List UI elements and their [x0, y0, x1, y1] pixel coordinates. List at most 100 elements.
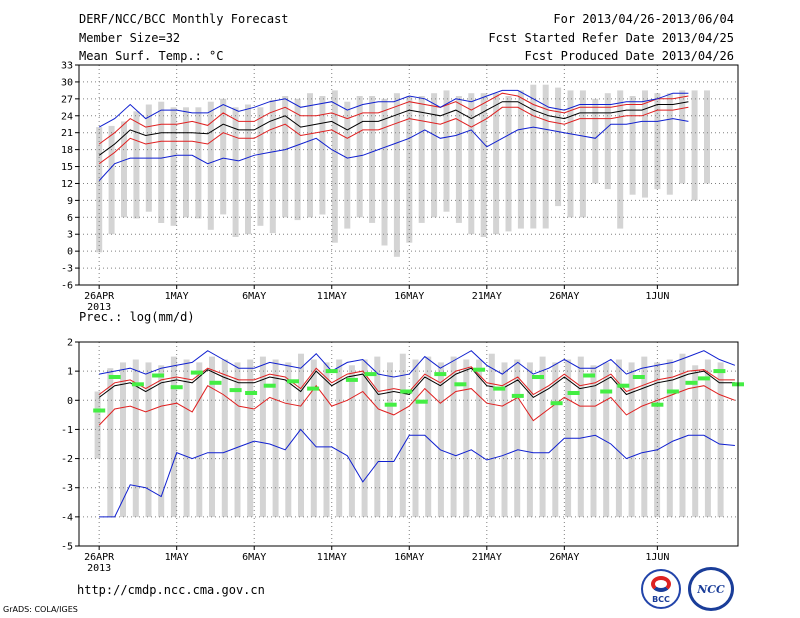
precipitation-x-tick-label: 16MAY: [394, 552, 424, 563]
temperature-y-tick-label: 30: [61, 77, 73, 88]
temperature-lower-inner-line: [98, 106, 689, 165]
precipitation-range-bar: [552, 362, 559, 517]
temperature-range-bar: [480, 93, 487, 237]
precipitation-range-bar: [577, 356, 584, 517]
precipitation-x-tick-label: 11MAY: [317, 552, 347, 563]
precipitation-range-bar: [615, 359, 622, 517]
precipitation-range-bar: [641, 356, 648, 517]
precipitation-range-bar: [654, 362, 661, 517]
temperature-range-bar: [604, 93, 611, 190]
precipitation-range-bar: [539, 356, 546, 517]
bcc-logo: BCC: [641, 569, 681, 609]
precipitation-range-bar: [704, 359, 711, 517]
precipitation-observation-marker: [632, 375, 645, 379]
precipitation-range-bar: [514, 359, 521, 517]
precipitation-observation-marker: [583, 373, 596, 378]
temperature-range-bar: [269, 100, 276, 234]
precipitation-y-tick-label: 1: [67, 367, 73, 378]
temperature-range-bar: [207, 101, 214, 230]
temperature-range-bar: [356, 96, 363, 218]
temperature-x-tick-label: 26MAY: [549, 291, 579, 302]
precipitation-y-tick-label: -3: [61, 483, 73, 494]
precipitation-observation-marker: [245, 391, 258, 395]
precipitation-range-bar: [476, 359, 483, 517]
precipitation-observation-marker: [263, 383, 276, 388]
precipitation-range-bar: [259, 356, 266, 517]
precipitation-observation-marker: [190, 370, 203, 375]
temperature-range-bar: [381, 98, 388, 246]
precipitation-range-bar: [437, 362, 444, 517]
precipitation-y-tick-label: -5: [61, 542, 73, 553]
precipitation-y-tick-label: -2: [61, 454, 73, 465]
precipitation-x-tick-label: 21MAY: [472, 552, 502, 563]
temperature-range-bar: [245, 104, 251, 235]
temperature-range-bar: [617, 90, 624, 229]
precipitation-observation-marker: [567, 391, 580, 395]
precipitation-observation-marker: [532, 375, 544, 379]
precipitation-y-tick-label: 0: [67, 396, 73, 407]
temperature-range-bar: [257, 107, 264, 226]
temperature-range-bar: [431, 93, 438, 218]
precipitation-observation-marker: [325, 369, 338, 374]
temperature-y-tick-label: -3: [61, 264, 73, 275]
temperature-x-tick-label: 16MAY: [394, 291, 424, 302]
temperature-y-tick-label: 3: [67, 230, 73, 241]
chart-title: DERF/NCC/BCC Monthly Forecast: [79, 12, 289, 26]
temperature-y-tick-label: 0: [67, 247, 73, 258]
precipitation-observation-marker: [511, 393, 524, 398]
temperature-range-bar: [468, 93, 475, 235]
temperature-range-bar: [642, 90, 648, 198]
precipitation-range-bar: [717, 362, 724, 517]
temperature-range-bar: [158, 101, 165, 223]
precipitation-observation-marker: [493, 386, 506, 391]
precipitation-range-bar: [170, 356, 177, 517]
precipitation-range-bar: [298, 353, 304, 517]
precipitation-range-bar: [374, 356, 381, 517]
temperature-range-bar: [307, 93, 313, 218]
precipitation-x-tick-year: 2013: [87, 563, 111, 574]
precipitation-observation-marker: [131, 382, 144, 387]
precipitation-range-bar: [120, 362, 126, 517]
precipitation-range-bar: [628, 362, 635, 517]
temperature-title: Prec.: log(mm/d): [79, 310, 195, 324]
precipitation-observation-marker: [108, 375, 121, 379]
precipitation-x-tick-label: 1MAY: [165, 552, 189, 563]
temperature-range-bar: [170, 107, 177, 226]
temperature-range-bar: [567, 90, 574, 218]
temperature-range-bar: [443, 90, 450, 212]
precipitation-observation-marker: [307, 386, 320, 391]
precipitation-range-bar: [679, 353, 686, 517]
precipitation-observation-marker: [697, 376, 710, 381]
temperature-range-bar: [294, 98, 301, 221]
variable-label: Mean Surf. Temp.: °C: [79, 49, 224, 63]
forecast-period: For 2013/04/26-2013/06/04: [553, 12, 734, 26]
source-url[interactable]: http://cmdp.ncc.cma.gov.cn: [77, 583, 265, 597]
temperature-range-bar: [232, 107, 239, 237]
produced-date: Fcst Produced Date 2013/04/26: [524, 49, 734, 63]
temperature-x-tick-label: 6MAY: [242, 291, 266, 302]
temperature-y-tick-label: 24: [61, 111, 73, 122]
temperature-range-bar: [108, 125, 115, 235]
precipitation-observation-marker: [473, 367, 486, 372]
temperature-y-tick-label: 6: [67, 213, 73, 224]
temperature-frame: [78, 64, 739, 286]
precipitation-observation-marker: [384, 402, 397, 407]
temperature-upper-inner-line: [98, 92, 689, 145]
precipitation-frame: [78, 341, 739, 547]
temperature-range-bar: [220, 98, 227, 215]
temperature-range-bar: [691, 90, 698, 201]
precipitation-observation-marker: [617, 383, 630, 388]
precipitation-range-bar: [463, 359, 470, 517]
temperature-range-bar: [679, 90, 686, 184]
precipitation-x-tick-label: 1JUN: [645, 552, 669, 563]
precipitation-observation-marker: [93, 408, 106, 413]
precipitation-range-bar: [221, 359, 228, 517]
precipitation-observation-marker: [454, 382, 467, 387]
precipitation-range-bar: [209, 356, 215, 517]
temperature-y-tick-label: 12: [61, 179, 73, 190]
precipitation-range-bar: [323, 362, 330, 517]
temperature-range-bar: [629, 96, 636, 195]
